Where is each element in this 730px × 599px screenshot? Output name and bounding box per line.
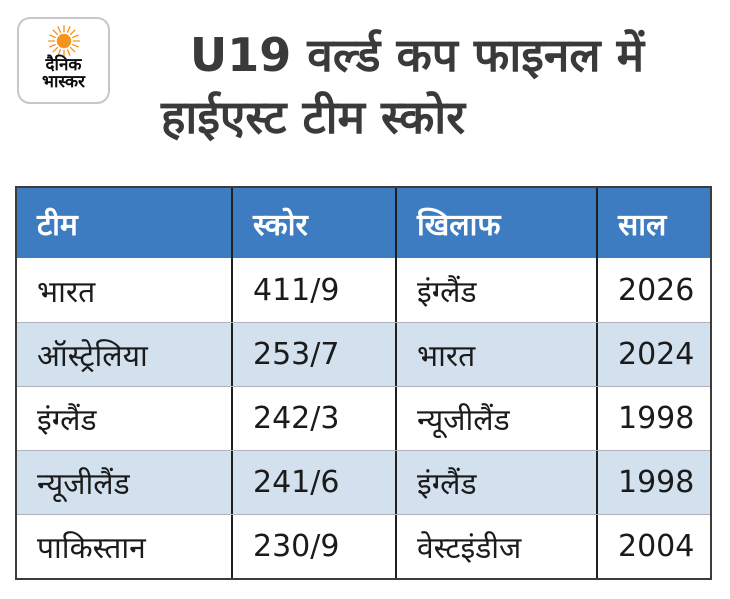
cell-against: न्यूजीलैंड — [397, 387, 598, 450]
scores-table: टीम स्कोर खिलाफ साल भारत 411/9 इंग्लैंड … — [15, 186, 712, 580]
cell-team: पाकिस्तान — [17, 515, 233, 578]
logo-wordmark: दैनिक भास्कर — [42, 57, 85, 91]
column-header-score: स्कोर — [233, 188, 397, 258]
cell-score: 253/7 — [233, 323, 397, 386]
cell-score: 241/6 — [233, 451, 397, 514]
cell-year: 2024 — [618, 337, 695, 372]
column-header-against: खिलाफ — [397, 188, 598, 258]
table-row: पाकिस्तान 230/9 वेस्टइंडीज 2004 — [17, 514, 710, 578]
cell-team: न्यूजीलैंड — [17, 451, 233, 514]
dainik-bhaskar-logo: दैनिक भास्कर — [17, 17, 110, 104]
sun-icon — [47, 25, 80, 57]
table-row: इंग्लैंड 242/3 न्यूजीलैंड 1998 — [17, 386, 710, 450]
title-line-2: हाईएस्ट टीम स्कोर — [160, 90, 466, 145]
title-line-1: U19 वर्ल्ड कप फाइनल में — [189, 28, 645, 82]
cell-against: भारत — [397, 323, 598, 386]
logo-line1: दैनिक — [45, 55, 82, 75]
page-title: U19 वर्ल्ड कप फाइनल में हाईएस्ट टीम स्को… — [0, 24, 730, 148]
logo-line2: भास्कर — [42, 72, 85, 92]
cell-team: ऑस्ट्रेलिया — [17, 323, 233, 386]
cell-score: 411/9 — [233, 258, 397, 322]
cell-against: इंग्लैंड — [397, 451, 598, 514]
cell-team: भारत — [17, 258, 233, 322]
cell-year: 1998 — [618, 401, 695, 436]
cell-score: 230/9 — [233, 515, 397, 578]
cell-against: इंग्लैंड — [397, 258, 598, 322]
cell-year: 1998 — [618, 465, 695, 500]
table-row: भारत 411/9 इंग्लैंड 2026 — [17, 258, 710, 322]
table-header-row: टीम स्कोर खिलाफ साल — [17, 188, 710, 258]
cell-score: 242/3 — [233, 387, 397, 450]
table-row: न्यूजीलैंड 241/6 इंग्लैंड 1998 — [17, 450, 710, 514]
column-header-team: टीम — [17, 188, 233, 258]
cell-year: 2004 — [618, 529, 695, 564]
table-row: ऑस्ट्रेलिया 253/7 भारत 2024 — [17, 322, 710, 386]
cell-team: इंग्लैंड — [17, 387, 233, 450]
column-header-year: साल — [618, 207, 667, 243]
cell-against: वेस्टइंडीज — [397, 515, 598, 578]
cell-year: 2026 — [618, 272, 695, 308]
